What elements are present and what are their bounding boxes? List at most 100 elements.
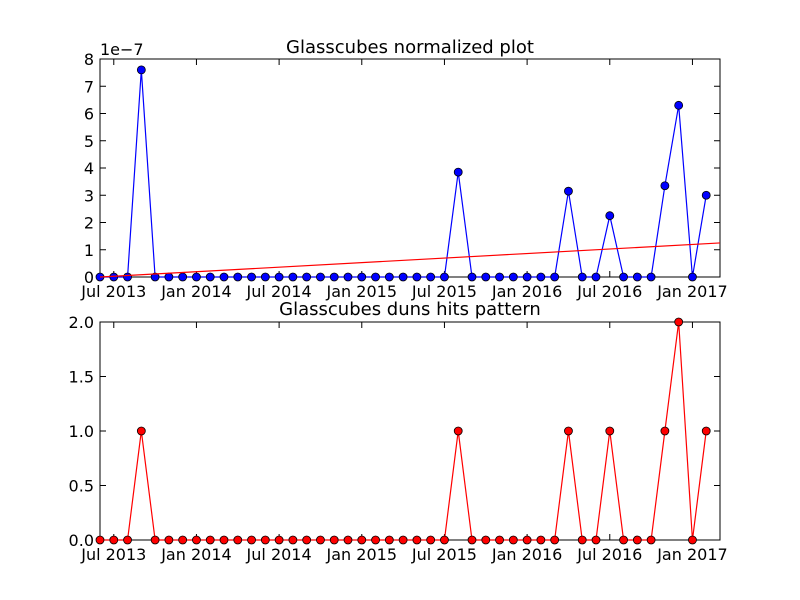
data-point (233, 272, 243, 282)
y-tick-label: 1.0 (69, 422, 94, 441)
series-line (100, 321, 707, 541)
data-point (205, 272, 215, 282)
data-point (316, 535, 325, 545)
data-point (219, 535, 229, 545)
data-point (371, 535, 380, 545)
data-point (453, 426, 463, 436)
data-point (260, 272, 270, 282)
normalized-plot-frame (99, 58, 721, 278)
data-point (508, 272, 518, 282)
data-point (260, 535, 270, 545)
data-point (522, 535, 532, 545)
data-point (701, 190, 711, 200)
data-point (536, 535, 546, 545)
y-tick-label: 2 (84, 214, 94, 233)
data-point (591, 535, 601, 545)
x-tick-label: Jul 2016 (576, 545, 642, 564)
data-point (660, 426, 670, 436)
x-tick-label: Jan 2017 (656, 545, 727, 564)
x-tick-label: Jan 2015 (326, 282, 397, 301)
x-tick-label: Jan 2016 (491, 545, 562, 564)
data-point (577, 535, 587, 545)
data-point (95, 535, 105, 545)
x-tick-label: Jul 2016 (576, 282, 642, 301)
trend-line (99, 242, 721, 278)
x-tick-label: Jan 2014 (160, 282, 231, 301)
data-point (343, 272, 353, 282)
data-point (550, 535, 560, 545)
data-point (274, 272, 284, 282)
data-point (178, 272, 188, 282)
data-point (357, 272, 367, 282)
data-point (150, 535, 160, 545)
data-point (192, 535, 201, 545)
data-point (316, 272, 325, 282)
data-point (302, 272, 312, 282)
data-point (329, 535, 339, 545)
data-point (440, 535, 449, 545)
data-point (674, 317, 684, 327)
data-point (440, 272, 449, 282)
data-point (522, 272, 532, 282)
y-tick-label: 5 (84, 132, 94, 151)
data-point (123, 272, 132, 282)
x-tick-label: Jul 2015 (411, 545, 477, 564)
x-tick-label: Jan 2016 (491, 282, 562, 301)
data-point (247, 272, 256, 282)
y-tick-label: 2.0 (69, 313, 94, 332)
data-point (660, 181, 670, 191)
y-tick-label: 1 (84, 241, 94, 260)
x-tick-label: Jul 2014 (246, 282, 312, 301)
x-tick-label: Jul 2013 (80, 282, 146, 301)
data-point (357, 535, 367, 545)
x-tick-label: Jan 2015 (326, 545, 397, 564)
data-point (412, 535, 422, 545)
duns-hits-plot: Glasscubes duns hits pattern Jul 2013 Jan… (69, 299, 728, 564)
normalized-plot: Glasscubes normalized plot 1e−7 Jul 2013… (80, 37, 727, 301)
data-point (178, 535, 188, 545)
data-point (412, 272, 422, 282)
data-point (646, 272, 656, 282)
data-point (564, 186, 573, 196)
data-point (467, 272, 477, 282)
y-tick-label: 0 (84, 268, 94, 287)
x-tick-label: Jan 2014 (160, 545, 231, 564)
data-point (467, 535, 477, 545)
data-point (329, 272, 339, 282)
y-tick-label: 4 (84, 159, 94, 178)
data-point (495, 272, 504, 282)
data-point (164, 535, 174, 545)
data-point (619, 535, 628, 545)
data-point (205, 535, 215, 545)
data-point (508, 535, 518, 545)
data-point (632, 535, 642, 545)
data-point (233, 535, 243, 545)
data-point (426, 272, 436, 282)
data-point (688, 272, 697, 282)
data-point (343, 535, 353, 545)
data-point (136, 65, 146, 75)
data-point (632, 272, 642, 282)
data-point (302, 535, 312, 545)
x-tick-label: Jul 2014 (246, 545, 312, 564)
data-point (605, 211, 615, 221)
data-point (150, 272, 160, 282)
data-point (384, 535, 394, 545)
y-tick-label: 0.5 (69, 477, 94, 496)
normalized-plot-title: Glasscubes normalized plot (286, 37, 534, 58)
data-point (591, 272, 601, 282)
data-point (288, 535, 298, 545)
duns-hits-plot-frame (99, 321, 721, 541)
y-tick-label: 8 (84, 50, 94, 69)
x-tick-label: Jul 2013 (80, 545, 146, 564)
data-point (398, 535, 408, 545)
y-tick-label: 7 (84, 77, 94, 96)
y-tick-label: 0.0 (69, 531, 94, 550)
data-point (426, 535, 436, 545)
data-point (495, 535, 504, 545)
data-point (192, 272, 201, 282)
data-point (123, 535, 132, 545)
normalized-plot-offset-text: 1e−7 (100, 40, 144, 59)
data-point (398, 272, 408, 282)
x-tick-label: Jan 2017 (656, 282, 727, 301)
